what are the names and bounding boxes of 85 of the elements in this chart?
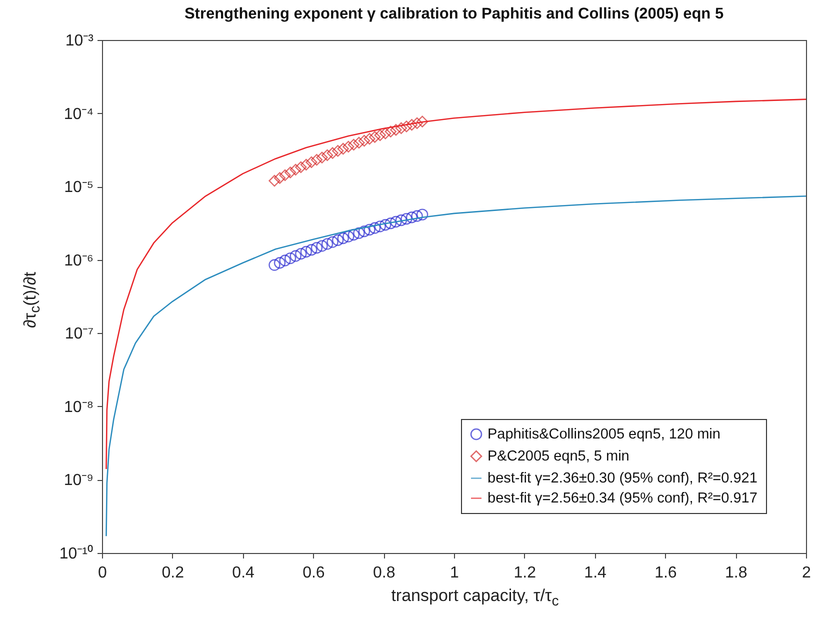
point — [395, 214, 408, 226]
point — [310, 242, 323, 254]
point — [332, 234, 344, 246]
x-tick-label: 1 — [450, 564, 460, 582]
x-axis-title: transport capacity, τ/τ$_{c}$ — [391, 586, 559, 610]
point — [411, 210, 423, 222]
point — [380, 128, 392, 140]
legend-label: Paphitis&Collins2005 eqn5, 120 min — [488, 426, 720, 442]
point — [279, 169, 291, 182]
point — [384, 218, 396, 230]
legend-label: best-fit γ=2.36±0.30 (95% conf), R²=0.921 — [488, 470, 758, 486]
point — [337, 232, 349, 244]
point — [358, 134, 370, 147]
point — [321, 149, 334, 162]
point — [400, 120, 412, 132]
point — [374, 220, 386, 232]
point — [368, 131, 381, 143]
point — [353, 136, 365, 149]
x-tick-label: 0.2 — [162, 564, 184, 582]
point — [337, 142, 349, 155]
point — [326, 236, 338, 248]
point — [306, 244, 318, 256]
point — [284, 166, 296, 178]
point — [290, 164, 302, 176]
point — [400, 212, 412, 225]
point — [348, 228, 360, 241]
point — [406, 118, 418, 131]
y-tick-label: 10⁻⁶ — [64, 252, 94, 270]
point — [390, 216, 402, 228]
point — [380, 219, 392, 231]
point — [300, 246, 312, 258]
point — [310, 154, 323, 166]
x-tick-label: 0 — [98, 564, 108, 582]
line-series — [106, 98, 807, 470]
point — [364, 133, 376, 145]
line-series — [106, 196, 807, 537]
y-tick-label: 10⁻¹⁰ — [59, 544, 94, 562]
legend-label: best-fit γ=2.56±0.34 (95% conf), R²=0.917 — [488, 490, 758, 506]
y-tick-label: 10⁻⁴ — [64, 106, 94, 123]
point — [321, 238, 334, 250]
point — [390, 124, 402, 136]
x-tick-label: 1.2 — [514, 564, 536, 582]
point — [416, 116, 428, 128]
point — [342, 140, 354, 153]
x-tick-label: 0.4 — [232, 564, 255, 582]
point — [295, 248, 307, 260]
y-tick-label: 10⁻⁸ — [64, 398, 94, 416]
point — [268, 259, 280, 271]
point — [279, 254, 291, 266]
point — [358, 226, 370, 238]
point — [284, 252, 296, 264]
point — [268, 174, 280, 187]
point — [342, 230, 354, 242]
point — [332, 145, 344, 157]
point — [274, 257, 286, 269]
x-tick-label: 1.8 — [724, 564, 748, 582]
chart-title: Strengthening exponent γ calibration to Paphitis and Collins (2005) eqn 5 — [184, 6, 724, 22]
point — [374, 129, 386, 141]
x-tick-label: 1.4 — [584, 564, 607, 582]
y-tick-label: 10⁻⁵ — [64, 179, 94, 196]
point — [326, 147, 338, 159]
point — [316, 152, 328, 164]
point — [300, 158, 312, 171]
x-tick-label: 0.8 — [372, 564, 396, 582]
point — [395, 122, 408, 134]
point — [406, 212, 418, 224]
x-tick-label: 2 — [802, 564, 812, 582]
point — [306, 156, 318, 168]
legend-label: P&C2005 eqn5, 5 min — [488, 448, 630, 464]
point — [348, 138, 360, 151]
point — [316, 240, 328, 252]
y-tick-label: 10⁻³ — [65, 32, 94, 50]
y-tick-label: 10⁻⁷ — [64, 326, 94, 343]
point — [274, 172, 286, 184]
x-tick-label: 0.6 — [302, 564, 325, 582]
point — [290, 250, 302, 262]
x-tick-label: 1.6 — [654, 564, 677, 582]
point — [353, 227, 365, 239]
point — [295, 161, 307, 174]
y-tick-label: 10⁻⁹ — [64, 472, 94, 490]
point — [384, 126, 396, 138]
point — [411, 117, 423, 130]
point — [368, 222, 381, 234]
point — [416, 208, 428, 220]
point — [364, 224, 376, 236]
